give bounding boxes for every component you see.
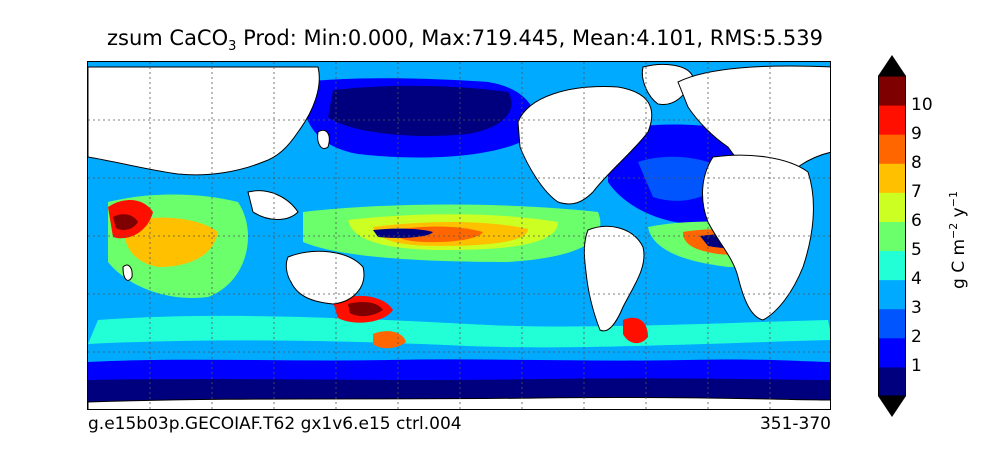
land-south-america	[583, 225, 645, 332]
colorbar	[878, 55, 906, 417]
land-se-asia	[247, 190, 299, 220]
colorbar-extend-min	[878, 396, 906, 417]
map-graticule	[88, 62, 830, 409]
colorbar-tick-label: 3	[911, 298, 922, 319]
colorbar-tick-label: 8	[911, 152, 922, 173]
colorbar-segment	[878, 76, 906, 106]
colorbar-tick-label: 9	[911, 123, 922, 144]
run-label: g.e15b03p.GECOIAF.T62 gx1v6.e15 ctrl.004	[88, 414, 462, 434]
tasman-core	[348, 302, 383, 317]
land-australia	[285, 250, 365, 305]
colorbar-tick-label: 5	[911, 240, 922, 261]
colorbar-tick-label: 7	[911, 181, 922, 202]
years-label: 351-370	[759, 414, 831, 434]
colorbar-tick-label: 6	[911, 210, 922, 231]
indian-ocean-yellow	[123, 217, 218, 267]
colorbar-units-label: g C m−2 y−1	[947, 191, 969, 289]
colorbar-segment	[878, 192, 906, 222]
colorbar-segment	[878, 134, 906, 164]
colorbar-extend-max	[878, 55, 906, 76]
colorbar-segment	[878, 105, 906, 135]
land-eurasia-east	[88, 66, 320, 176]
patagonia-hot	[623, 317, 648, 344]
colorbar-tick-label: 2	[911, 327, 922, 348]
north-pacific-navy	[328, 85, 512, 137]
ocean-map	[87, 61, 831, 410]
colorbar-segment	[878, 221, 906, 252]
colorbar-segment	[878, 366, 906, 397]
arabian-sea-core	[113, 214, 138, 230]
land-antarctica	[88, 396, 830, 409]
colorbar-tick-label: 4	[911, 269, 922, 290]
colorbar-segment	[878, 308, 906, 339]
colorbar-segment	[878, 163, 906, 193]
land-madagascar	[122, 264, 133, 281]
land-japan	[317, 129, 330, 149]
map-title: zsum CaCO3 Prod: Min:0.000, Max:719.445,…	[107, 26, 823, 55]
nz-hot	[373, 331, 406, 349]
colorbar-tick-label: 10	[911, 94, 933, 115]
colorbar-tick-label: 1	[911, 356, 922, 377]
colorbar-segment	[878, 250, 906, 281]
colorbar-segment	[878, 279, 906, 310]
colorbar-segment	[878, 337, 906, 368]
land-north-america	[517, 86, 653, 205]
